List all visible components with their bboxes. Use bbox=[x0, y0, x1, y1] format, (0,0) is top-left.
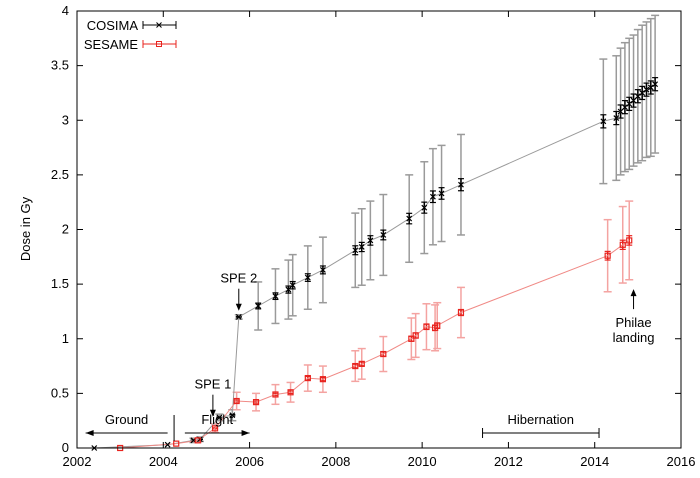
legend-marker-cosima bbox=[142, 21, 177, 29]
error-bars-layer bbox=[77, 14, 681, 449]
y-tick-label: 0.5 bbox=[51, 385, 69, 400]
annotation-text: SPE 1 bbox=[194, 377, 231, 392]
legend-marker-sesame bbox=[142, 40, 177, 48]
data-point-cosima bbox=[438, 190, 445, 197]
data-point-cosima bbox=[643, 86, 650, 93]
data-point-sesame bbox=[233, 397, 240, 405]
markers-layer bbox=[91, 81, 659, 452]
axis-ticks: 2002 2004 2006 2008 2010 2012 2014 2016 0 0.5 1 1.5… bbox=[51, 3, 696, 469]
series-line-sesame bbox=[120, 239, 630, 449]
legend-label-sesame: SESAME bbox=[84, 37, 139, 52]
annotation-ground: Ground bbox=[85, 412, 168, 436]
x-tick-label: 2002 bbox=[63, 454, 92, 469]
x-tick-label: 2012 bbox=[494, 454, 523, 469]
data-point-sesame bbox=[319, 376, 327, 383]
data-point-cosima bbox=[285, 286, 292, 293]
data-point-cosima bbox=[626, 100, 633, 107]
data-point-sesame bbox=[380, 350, 387, 358]
data-point-cosima bbox=[352, 247, 359, 254]
data-point-cosima bbox=[617, 108, 624, 115]
series-line-cosima bbox=[94, 83, 656, 449]
data-point-cosima bbox=[255, 303, 262, 309]
data-point-cosima bbox=[216, 414, 223, 421]
data-point-sesame bbox=[272, 391, 279, 398]
annotation-text: Flight bbox=[201, 412, 233, 427]
data-point-sesame bbox=[626, 237, 633, 244]
data-point-sesame bbox=[408, 335, 415, 342]
series-lines-layer bbox=[94, 83, 656, 449]
data-point-sesame bbox=[352, 362, 359, 370]
annotation-flight: Flight bbox=[184, 412, 250, 436]
data-point-cosima bbox=[458, 181, 464, 188]
data-point-sesame bbox=[604, 252, 611, 259]
data-point-cosima bbox=[600, 118, 607, 125]
annotation-text: Ground bbox=[105, 412, 148, 427]
annotation-hibernation: Hibernation bbox=[482, 412, 600, 438]
x-tick-label: 2016 bbox=[667, 454, 696, 469]
data-point-sesame bbox=[619, 241, 626, 248]
data-point-cosima bbox=[634, 93, 641, 100]
data-point-cosima bbox=[367, 237, 374, 244]
annotation-text: landing bbox=[613, 330, 655, 345]
legend-label-cosima: COSIMA bbox=[87, 18, 139, 33]
data-point-cosima bbox=[613, 115, 620, 121]
data-point-sesame bbox=[434, 322, 441, 329]
data-point-cosima bbox=[430, 193, 436, 200]
data-point-sesame bbox=[194, 437, 201, 444]
data-point-sesame bbox=[287, 389, 294, 396]
y-tick-label: 2 bbox=[62, 222, 69, 237]
data-point-sesame bbox=[304, 374, 311, 382]
data-point-sesame bbox=[358, 360, 365, 367]
data-point-cosima bbox=[319, 266, 326, 273]
annotation-spe1: SPE 1 bbox=[194, 377, 231, 417]
data-point-cosima bbox=[630, 97, 637, 104]
data-point-cosima bbox=[235, 313, 242, 320]
data-point-sesame bbox=[211, 425, 219, 432]
data-point-sesame bbox=[457, 309, 465, 316]
data-point-sesame bbox=[173, 440, 180, 447]
data-point-cosima bbox=[639, 90, 646, 96]
y-axis-label: Dose in Gy bbox=[18, 196, 33, 261]
data-point-cosima bbox=[229, 412, 236, 419]
data-point-sesame bbox=[252, 399, 260, 406]
data-point-cosima bbox=[621, 104, 628, 111]
data-point-sesame bbox=[412, 332, 419, 339]
plot-frame bbox=[76, 10, 682, 449]
annotation-spe2: SPE 2 bbox=[220, 271, 257, 311]
data-point-cosima bbox=[272, 293, 279, 300]
data-point-cosima bbox=[164, 441, 171, 448]
y-tick-label: 2.5 bbox=[51, 167, 69, 182]
error-bar bbox=[625, 200, 634, 281]
annotation-text: SPE 2 bbox=[220, 271, 257, 286]
data-point-cosima bbox=[380, 232, 387, 238]
x-tick-label: 2008 bbox=[321, 454, 350, 469]
data-point-cosima bbox=[289, 282, 296, 289]
y-tick-label: 3.5 bbox=[51, 58, 69, 73]
x-tick-label: 2004 bbox=[149, 454, 178, 469]
y-tick-label: 1.5 bbox=[51, 276, 69, 291]
data-point-cosima bbox=[652, 81, 659, 88]
legend: COSIMA SESAME bbox=[84, 18, 177, 52]
x-tick-label: 2010 bbox=[408, 454, 437, 469]
x-tick-label: 2006 bbox=[235, 454, 264, 469]
data-point-cosima bbox=[406, 215, 413, 222]
y-tick-label: 4 bbox=[62, 3, 69, 18]
x-tick-label: 2014 bbox=[580, 454, 609, 469]
data-point-cosima bbox=[421, 204, 428, 211]
y-tick-label: 1 bbox=[62, 331, 69, 346]
annotation-text: Hibernation bbox=[508, 412, 575, 427]
data-point-cosima bbox=[647, 84, 654, 91]
y-tick-label: 3 bbox=[62, 112, 69, 127]
annotation-text: Philae bbox=[615, 315, 651, 330]
data-point-sesame bbox=[423, 323, 430, 330]
data-point-cosima bbox=[358, 244, 365, 250]
data-point-cosima bbox=[304, 274, 311, 281]
y-tick-label: 0 bbox=[62, 440, 69, 455]
